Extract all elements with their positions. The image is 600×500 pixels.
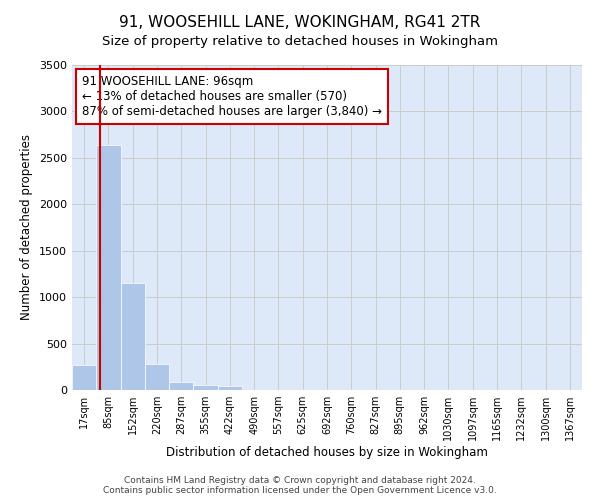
Y-axis label: Number of detached properties: Number of detached properties [20, 134, 34, 320]
Bar [145, 364, 169, 390]
Bar [218, 386, 242, 390]
X-axis label: Distribution of detached houses by size in Wokingham: Distribution of detached houses by size … [166, 446, 488, 459]
Text: Size of property relative to detached houses in Wokingham: Size of property relative to detached ho… [102, 35, 498, 48]
Bar [96, 145, 121, 390]
Bar [193, 386, 218, 390]
Text: 91, WOOSEHILL LANE, WOKINGHAM, RG41 2TR: 91, WOOSEHILL LANE, WOKINGHAM, RG41 2TR [119, 15, 481, 30]
Bar [72, 365, 96, 390]
Text: Contains HM Land Registry data © Crown copyright and database right 2024.
Contai: Contains HM Land Registry data © Crown c… [103, 476, 497, 495]
Bar [169, 382, 193, 390]
Text: 91 WOOSEHILL LANE: 96sqm
← 13% of detached houses are smaller (570)
87% of semi-: 91 WOOSEHILL LANE: 96sqm ← 13% of detach… [82, 74, 382, 118]
Bar [121, 283, 145, 390]
